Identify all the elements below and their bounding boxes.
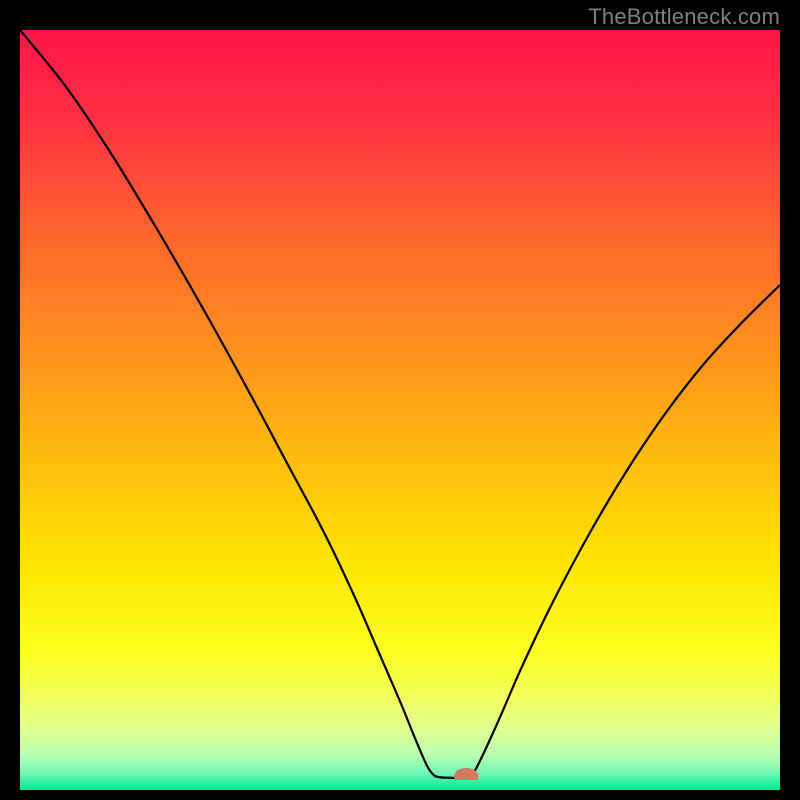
curve-layer: [20, 30, 780, 780]
figure: TheBottleneck.com: [0, 0, 800, 800]
bottleneck-curve: [20, 30, 780, 778]
plot-area: [20, 30, 780, 780]
watermark-text: TheBottleneck.com: [588, 4, 780, 30]
